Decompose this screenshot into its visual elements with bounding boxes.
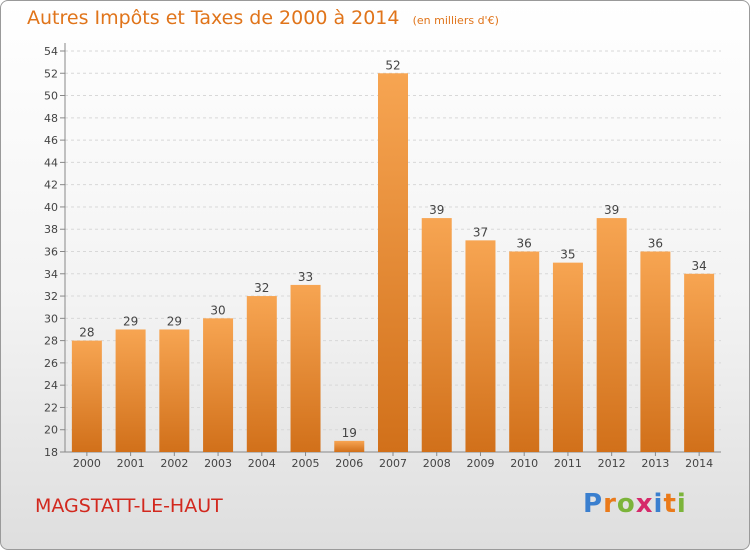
y-tick-label: 18 [44, 446, 58, 459]
x-tick-label: 2002 [160, 457, 188, 470]
y-tick-label: 20 [44, 424, 58, 437]
data-label: 52 [385, 58, 400, 72]
bars [71, 73, 715, 453]
y-tick-label: 22 [44, 401, 58, 414]
data-label: 37 [473, 225, 488, 239]
data-label: 29 [123, 314, 138, 328]
data-label: 29 [167, 314, 182, 328]
y-tick-labels: 18 20 22 24 26 28 30 32 34 36 38 40 42 44 46 48 50 52 54 [44, 45, 58, 459]
data-label: 30 [210, 303, 225, 317]
proxiti-logo[interactable]: Proxiti [583, 489, 687, 519]
logo-letter: t [663, 489, 677, 519]
logo-letter: o [616, 489, 636, 519]
data-labels: 28 29 29 30 32 33 19 52 39 37 36 35 39 36 34 [79, 58, 707, 440]
data-label: 28 [79, 326, 94, 340]
x-tick-label: 2014 [685, 457, 713, 470]
x-tick-label: 2004 [248, 457, 276, 470]
data-label: 35 [560, 248, 575, 262]
bar [334, 440, 365, 452]
x-tick-label: 2009 [466, 457, 494, 470]
y-tick-label: 46 [44, 134, 58, 147]
y-tick-label: 48 [44, 112, 58, 125]
y-tick-label: 32 [44, 290, 58, 303]
x-tick-label: 2013 [641, 457, 669, 470]
bar [684, 273, 715, 452]
chart-title: Autres Impôts et Taxes de 2000 à 2014 [27, 7, 400, 29]
x-tick-label: 2008 [423, 457, 451, 470]
x-tick-label: 2007 [379, 457, 407, 470]
x-tick-label: 2005 [292, 457, 320, 470]
data-label: 19 [342, 426, 357, 440]
data-label: 34 [691, 259, 706, 273]
data-label: 36 [517, 237, 532, 251]
y-tick-label: 24 [44, 379, 58, 392]
bar [509, 251, 540, 452]
bar [159, 329, 190, 452]
x-tick-labels: 2000 2001 2002 2003 2004 2005 2006 2007 2008 2009… [73, 452, 713, 470]
bar [552, 262, 583, 452]
data-label: 39 [429, 203, 444, 217]
logo-letter: r [603, 489, 617, 519]
data-label: 33 [298, 270, 313, 284]
x-tick-label: 2000 [73, 457, 101, 470]
x-tick-label: 2001 [117, 457, 145, 470]
y-tick-label: 26 [44, 357, 58, 370]
y-tick-label: 38 [44, 223, 58, 236]
logo-letter: x [635, 489, 654, 519]
bar [290, 284, 321, 452]
logo-letter: i [676, 489, 687, 519]
logo-letter: P [583, 489, 604, 519]
x-tick-label: 2011 [554, 457, 582, 470]
logo-letter: i [653, 489, 664, 519]
commune-name: MAGSTATT-LE-HAUT [35, 495, 223, 517]
chart-subtitle: (en milliers d'€) [412, 14, 499, 27]
x-tick-label: 2003 [204, 457, 232, 470]
bar [115, 329, 146, 452]
y-tick-label: 30 [44, 312, 58, 325]
y-tick-label: 52 [44, 67, 58, 80]
y-tick-label: 44 [44, 156, 58, 169]
bar [71, 340, 102, 452]
bar [378, 73, 408, 453]
data-label: 32 [254, 281, 269, 295]
y-tick-label: 42 [44, 179, 58, 192]
data-label: 39 [604, 203, 619, 217]
y-tick-label: 28 [44, 335, 58, 348]
y-tick-label: 36 [44, 246, 58, 259]
title-block: Autres Impôts et Taxes de 2000 à 2014 (e… [27, 7, 499, 29]
y-tick-label: 50 [44, 90, 58, 103]
x-tick-label: 2006 [335, 457, 363, 470]
y-tick-label: 54 [44, 45, 58, 58]
bar [465, 240, 496, 452]
bar [421, 218, 452, 452]
bar [203, 318, 234, 452]
bar [640, 251, 671, 452]
x-tick-label: 2010 [510, 457, 538, 470]
bar [596, 218, 627, 452]
x-tick-label: 2012 [598, 457, 626, 470]
y-tick-label: 34 [44, 268, 58, 281]
bar [246, 296, 277, 452]
y-tick-label: 40 [44, 201, 58, 214]
data-label: 36 [648, 237, 663, 251]
